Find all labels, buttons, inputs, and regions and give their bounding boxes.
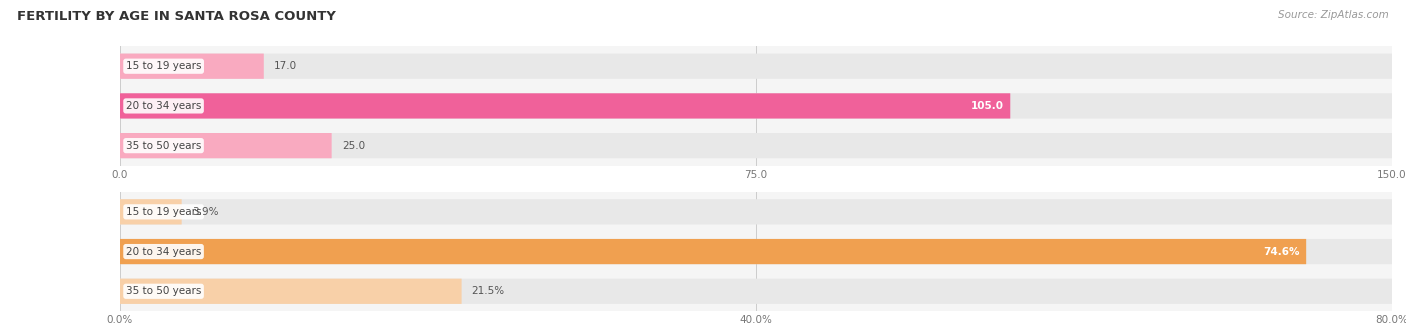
Text: 15 to 19 years: 15 to 19 years (127, 207, 201, 217)
FancyBboxPatch shape (120, 93, 1011, 118)
FancyBboxPatch shape (120, 133, 1392, 158)
FancyBboxPatch shape (120, 54, 1392, 79)
Text: 20 to 34 years: 20 to 34 years (127, 247, 201, 257)
Text: 15 to 19 years: 15 to 19 years (127, 61, 201, 71)
Text: 35 to 50 years: 35 to 50 years (127, 286, 201, 296)
Text: 20 to 34 years: 20 to 34 years (127, 101, 201, 111)
Text: 21.5%: 21.5% (471, 286, 505, 296)
FancyBboxPatch shape (120, 54, 264, 79)
Text: Source: ZipAtlas.com: Source: ZipAtlas.com (1278, 10, 1389, 20)
FancyBboxPatch shape (120, 133, 332, 158)
FancyBboxPatch shape (120, 279, 1392, 304)
Text: 35 to 50 years: 35 to 50 years (127, 141, 201, 151)
Text: FERTILITY BY AGE IN SANTA ROSA COUNTY: FERTILITY BY AGE IN SANTA ROSA COUNTY (17, 10, 336, 23)
FancyBboxPatch shape (120, 199, 1392, 224)
FancyBboxPatch shape (120, 199, 181, 224)
Text: 3.9%: 3.9% (191, 207, 218, 217)
Text: 105.0: 105.0 (972, 101, 1004, 111)
FancyBboxPatch shape (120, 239, 1392, 264)
Text: 74.6%: 74.6% (1263, 247, 1299, 257)
Text: 17.0: 17.0 (274, 61, 297, 71)
Text: 25.0: 25.0 (342, 141, 366, 151)
FancyBboxPatch shape (120, 93, 1392, 118)
FancyBboxPatch shape (120, 239, 1306, 264)
FancyBboxPatch shape (120, 279, 461, 304)
